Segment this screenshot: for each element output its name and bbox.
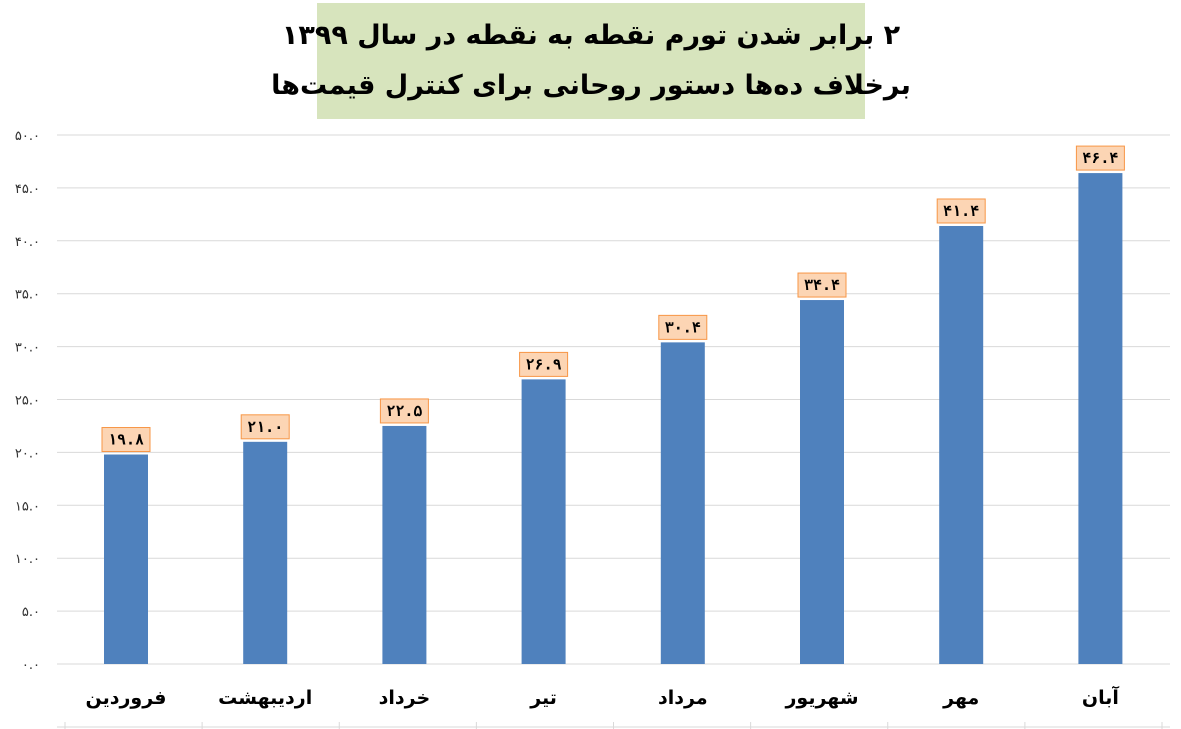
y-tick-label: ۲۵.۰ <box>15 394 40 409</box>
y-tick-label: ۴۵.۰ <box>15 182 40 197</box>
chart-title-line-2: برخلاف ده‌ها دستور روحانی برای کنترل قیم… <box>271 70 911 101</box>
data-label: ۳۰.۴ <box>665 318 701 336</box>
y-tick-label: ۱۵.۰ <box>15 499 40 514</box>
category-label: شهریور <box>784 687 858 709</box>
data-label: ۲۲.۵ <box>386 402 422 420</box>
y-tick-label: ۱۰.۰ <box>15 552 40 567</box>
data-label: ۱۹.۸ <box>108 431 144 449</box>
data-label-box <box>797 272 847 298</box>
chart-title-box: ۲ برابر شدن تورم نقطه به نقطه در سال ۱۳۹… <box>271 3 911 119</box>
category-label: خرداد <box>379 687 431 709</box>
category-label: مرداد <box>658 687 708 709</box>
category-label: تیر <box>529 687 557 709</box>
bar <box>1078 173 1123 664</box>
data-label-box <box>658 314 708 340</box>
y-tick-label: ۳۰.۰ <box>15 341 40 356</box>
data-label: ۳۴.۴ <box>804 276 840 294</box>
bar <box>104 454 148 664</box>
y-tick-label: ۲۰.۰ <box>15 446 40 461</box>
y-tick-label: ۰.۰ <box>22 658 40 673</box>
category-label: مهر <box>942 687 979 709</box>
y-tick-label: ۳۵.۰ <box>15 288 40 303</box>
data-label: ۴۱.۴ <box>943 202 979 220</box>
bar <box>939 225 984 664</box>
category-label: اردیبهشت <box>218 687 312 709</box>
data-label: ۴۶.۴ <box>1082 149 1118 167</box>
y-tick-label: ۵۰.۰ <box>15 129 40 144</box>
y-tick-label: ۵.۰ <box>22 605 40 620</box>
data-label-box <box>936 198 986 224</box>
chart-title-line-1: ۲ برابر شدن تورم نقطه به نقطه در سال ۱۳۹… <box>281 20 901 51</box>
data-label-box <box>1075 145 1125 171</box>
data-label-box <box>379 398 429 424</box>
y-tick-label: ۴۰.۰ <box>15 235 40 250</box>
data-label-box <box>240 414 290 440</box>
bar <box>660 342 705 664</box>
category-label: آبان <box>1082 685 1119 709</box>
bar <box>521 379 566 664</box>
category-label: فروردین <box>86 687 167 709</box>
data-label-box <box>101 427 151 453</box>
bar <box>243 441 288 664</box>
bar <box>800 300 844 664</box>
data-label-box <box>519 351 569 377</box>
data-label: ۲۱.۰ <box>247 418 283 436</box>
bar <box>382 425 427 664</box>
data-label: ۲۶.۹ <box>526 355 562 373</box>
